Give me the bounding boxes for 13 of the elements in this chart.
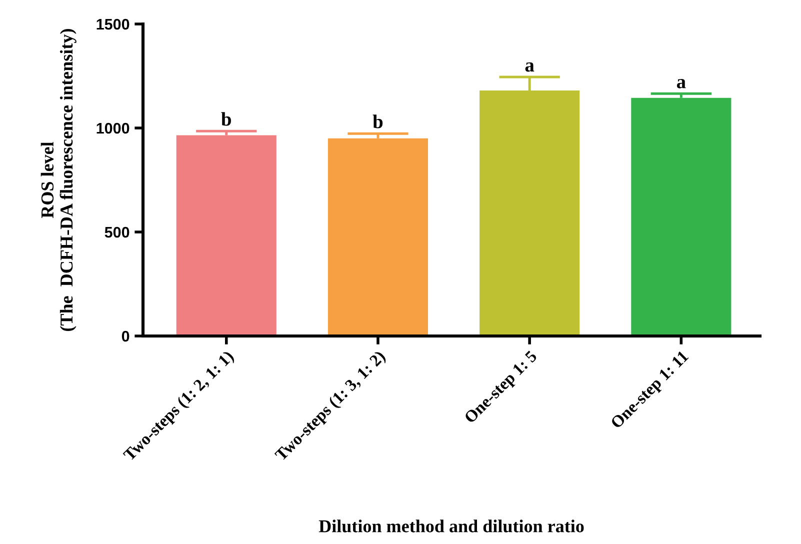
annotation: b <box>372 114 383 128</box>
y-tick-label: 0 <box>122 330 130 342</box>
x-axis-title: Dilution method and dilution ratio <box>318 520 584 532</box>
y-tick-label: 1000 <box>96 122 130 134</box>
annotation: a <box>525 62 534 72</box>
y-tick-label: 1500 <box>96 18 130 30</box>
bar <box>631 98 732 336</box>
y-axis-title: ROS level (The DCFH-DA fluorescence intensity) <box>40 29 76 331</box>
annotation: b <box>221 112 231 126</box>
annotation: a <box>676 79 686 88</box>
bar <box>176 135 276 336</box>
bar <box>328 138 428 336</box>
y-tick-label: 500 <box>104 226 130 238</box>
